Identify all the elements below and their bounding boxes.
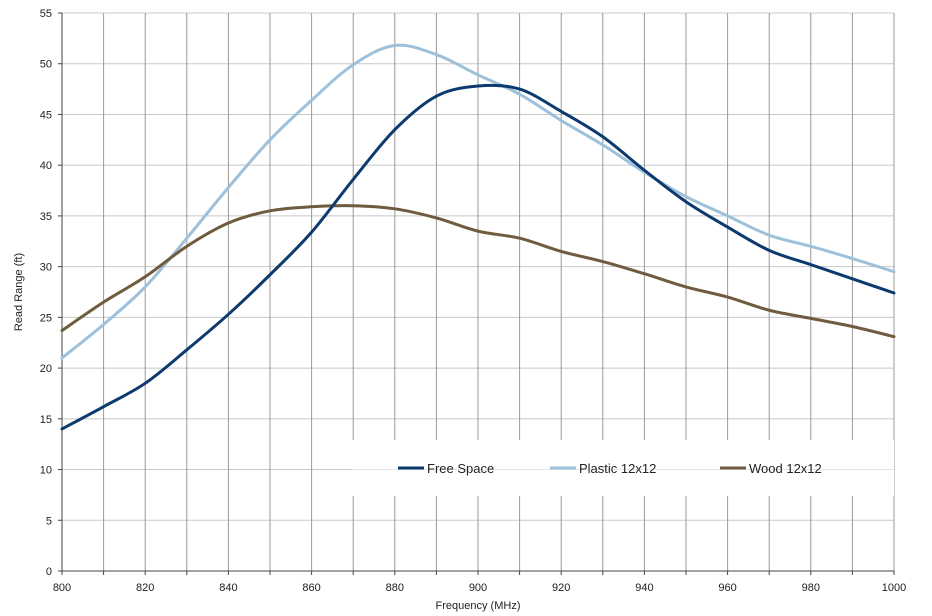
y-tick-label-1: 5	[46, 515, 52, 527]
legend-label-2: Wood 12x12	[749, 461, 822, 476]
y-axis-label: Read Range (ft)	[13, 253, 25, 331]
x-tick-label-2: 840	[219, 582, 237, 594]
x-tick-label-5: 900	[469, 582, 487, 594]
legend-label-0: Free Space	[427, 461, 494, 476]
x-tick-label-4: 880	[386, 582, 404, 594]
y-tick-label-5: 25	[40, 312, 52, 324]
x-tick-label-10: 1000	[882, 582, 906, 594]
legend-label-1: Plastic 12x12	[579, 461, 656, 476]
tick-labels: 0 5 10 15 20 25 30 35 40 45 50 55 800 820 840 860 880 900…	[40, 8, 906, 594]
y-tick-label-7: 35	[40, 211, 52, 223]
x-tick-label-1: 820	[136, 582, 154, 594]
x-tick-label-7: 940	[635, 582, 653, 594]
axes	[58, 12, 895, 575]
y-tick-label-6: 30	[40, 262, 52, 274]
series-line-plastic-12x12	[60, 43, 896, 360]
x-axis-label: Frequency (MHz)	[436, 600, 521, 612]
y-tick-label-10: 50	[40, 59, 52, 71]
x-tick-label-0: 800	[53, 582, 71, 594]
y-tick-label-9: 45	[40, 109, 52, 121]
legend-box	[352, 440, 894, 496]
y-tick-label-0: 0	[46, 566, 52, 578]
series-line-wood-12x12	[60, 204, 896, 339]
y-tick-label-3: 15	[40, 414, 52, 426]
y-tick-label-4: 20	[40, 363, 52, 375]
y-tick-label-11: 55	[40, 8, 52, 20]
series-lines	[60, 43, 896, 431]
legend: Free Space Plastic 12x12 Wood 12x12	[352, 440, 894, 496]
x-tick-label-9: 980	[802, 582, 820, 594]
x-tick-label-3: 860	[302, 582, 320, 594]
series-line-free-space	[60, 83, 896, 431]
y-tick-label-8: 40	[40, 160, 52, 172]
x-tick-label-6: 920	[552, 582, 570, 594]
y-tick-label-2: 10	[40, 465, 52, 477]
x-tick-label-8: 960	[718, 582, 736, 594]
